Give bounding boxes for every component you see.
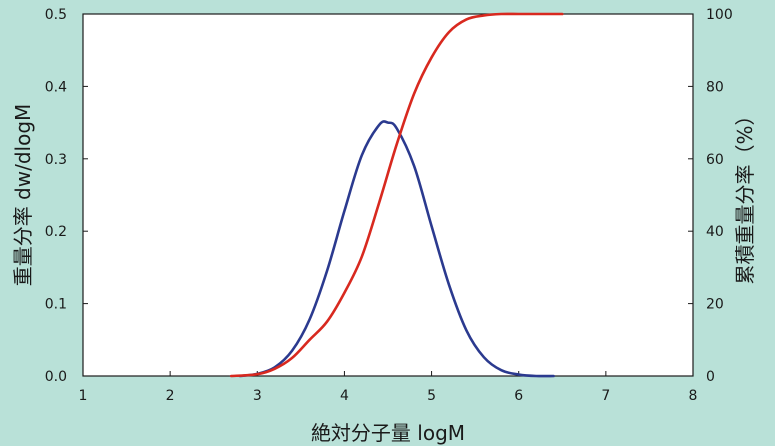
y-left-tick-label: 0.2 bbox=[45, 224, 67, 240]
x-tick-label: 7 bbox=[601, 388, 610, 404]
plot-area bbox=[82, 13, 694, 377]
y-right-tick-label: 60 bbox=[706, 152, 724, 168]
x-tick-label: 8 bbox=[689, 388, 698, 404]
cumulative-weight-line bbox=[229, 12, 564, 378]
x-tick-label: 6 bbox=[514, 388, 523, 404]
weight-fraction-line bbox=[238, 120, 555, 378]
y-left-tick-label: 0.3 bbox=[45, 152, 67, 168]
y-axis-right-title: 累積重量分率（%） bbox=[733, 105, 757, 284]
x-tick-label: 1 bbox=[79, 388, 88, 404]
y-left-tick-label: 0.5 bbox=[45, 7, 67, 23]
series-layer bbox=[229, 12, 564, 378]
x-axis-title: 絶対分子量 logM bbox=[311, 421, 465, 445]
y-right-tick-label: 80 bbox=[706, 79, 724, 95]
y-left-tick-label: 0.1 bbox=[45, 297, 67, 313]
y-left-tick-label: 0.0 bbox=[45, 369, 67, 385]
y-right-tick-label: 40 bbox=[706, 224, 724, 240]
y-axis-left-title: 重量分率 dw/dlogM bbox=[11, 104, 35, 287]
x-tick-label: 2 bbox=[166, 388, 175, 404]
ticks: 1 2 3 4 5 6 7 8 0.0 0.1 0.2 0.3 0.4 0.5 0 20 40 60 80 100 bbox=[45, 7, 733, 404]
y-right-tick-label: 100 bbox=[706, 7, 733, 23]
y-right-tick-label: 0 bbox=[706, 369, 715, 385]
x-tick-label: 5 bbox=[427, 388, 436, 404]
y-left-tick-label: 0.4 bbox=[45, 79, 67, 95]
x-tick-label: 3 bbox=[253, 388, 262, 404]
y-right-tick-label: 20 bbox=[706, 297, 724, 313]
x-tick-label: 4 bbox=[340, 388, 349, 404]
